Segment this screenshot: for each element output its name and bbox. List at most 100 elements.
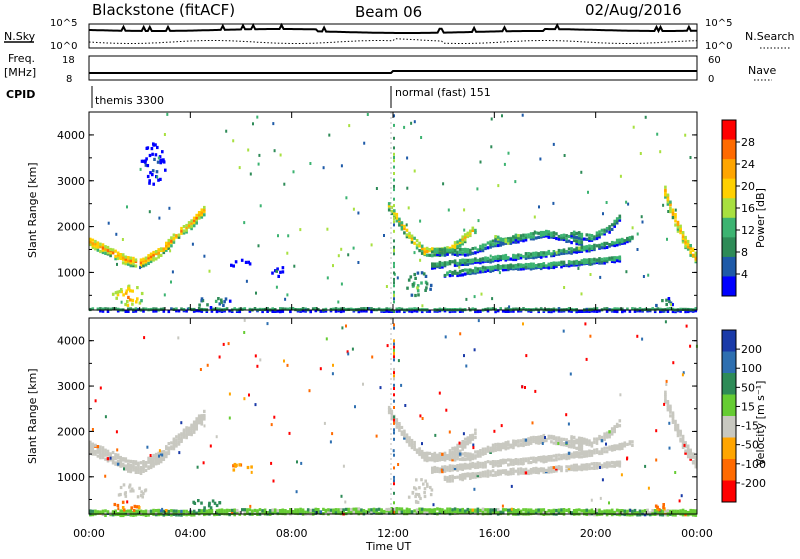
heatmap-cell	[127, 284, 131, 288]
heatmap-cell	[686, 513, 690, 517]
heatmap-cell	[572, 232, 576, 236]
nave-label: Nave	[748, 64, 776, 77]
heatmap-cell	[552, 231, 556, 235]
heatmap-cell	[281, 508, 285, 512]
heatmap-cell	[180, 231, 183, 235]
heatmap-cell	[431, 510, 434, 514]
heatmap-cell	[159, 457, 163, 461]
heatmap-cell	[474, 271, 477, 275]
heatmap-cell	[111, 461, 115, 465]
heatmap-cell	[539, 235, 543, 239]
heatmap-cell	[529, 254, 533, 258]
heatmap-cell	[416, 286, 419, 290]
heatmap-cell	[522, 267, 525, 271]
heatmap-cell	[491, 268, 495, 273]
heatmap-cell	[681, 440, 685, 444]
heatmap-cell	[638, 509, 642, 513]
heatmap-cell	[610, 227, 614, 231]
heatmap-cell	[653, 309, 657, 314]
heatmap-cell	[248, 307, 252, 311]
heatmap-cell	[486, 474, 490, 478]
heatmap-noise	[668, 421, 671, 425]
heatmap-cell	[507, 443, 510, 447]
heatmap-cell	[463, 238, 467, 242]
heatmap-cell	[271, 309, 274, 313]
heatmap-cell	[215, 503, 219, 508]
freq-tick-bottom: 8	[66, 74, 72, 85]
heatmap-noise	[393, 387, 395, 390]
heatmap-cell	[545, 229, 548, 233]
heatmap-cell	[94, 247, 97, 251]
heatmap-cell	[671, 212, 675, 216]
heatmap-cell	[458, 273, 462, 277]
heatmap-noise	[619, 393, 622, 397]
heatmap-cell	[182, 430, 186, 434]
heatmap-cell	[436, 466, 439, 470]
heatmap-noise	[393, 165, 395, 169]
heatmap-cell	[461, 447, 464, 451]
heatmap-noise	[99, 386, 102, 390]
heatmap-cell	[552, 435, 556, 439]
heatmap-cell	[306, 508, 310, 512]
heatmap-cell	[127, 286, 130, 290]
heatmap-cell	[443, 248, 447, 252]
heatmap-cell	[471, 511, 475, 515]
heatmap-cell	[453, 250, 457, 254]
heatmap-cell	[598, 230, 601, 234]
heatmap-cell	[418, 244, 421, 248]
heatmap-cell	[422, 482, 425, 486]
heatmap-cell	[387, 202, 391, 206]
heatmap-cell	[598, 233, 601, 237]
heatmap-cell	[271, 271, 274, 275]
heatmap-cell	[471, 475, 475, 479]
heatmap-cell	[339, 309, 343, 314]
heatmap-cell	[448, 464, 452, 468]
heatmap-noise	[393, 281, 395, 285]
colorbar-tick: 15	[741, 400, 755, 413]
heatmap-cell	[410, 438, 414, 443]
heatmap-cell	[583, 258, 586, 262]
heatmap-cell	[238, 510, 242, 514]
heatmap-noise	[115, 430, 118, 434]
heatmap-cell	[671, 210, 675, 214]
heatmap-noise	[393, 355, 395, 359]
heatmap-cell	[377, 511, 381, 515]
heatmap-noise	[472, 443, 475, 447]
x-tick-label: 00:00	[681, 527, 713, 540]
heatmap-cell	[456, 448, 459, 452]
heatmap-noise	[674, 471, 677, 474]
heatmap-cell	[666, 513, 670, 517]
heatmap-cell	[615, 259, 619, 263]
heatmap-cell	[641, 509, 644, 513]
heatmap-cell	[517, 439, 520, 443]
heatmap-cell	[486, 259, 490, 263]
heatmap-cell	[144, 307, 148, 311]
heatmap-cell	[494, 235, 497, 239]
heatmap-noise	[668, 446, 671, 450]
heatmap-cell	[446, 479, 449, 483]
heatmap-noise	[252, 122, 254, 126]
heatmap-cell	[598, 235, 601, 239]
heatmap-cell	[580, 443, 584, 447]
heatmap-noise	[538, 205, 540, 209]
heatmap-cell	[689, 250, 692, 255]
heatmap-noise	[266, 322, 269, 326]
heatmap-noise	[490, 117, 493, 121]
heatmap-cell	[674, 215, 677, 219]
heatmap-cell	[517, 307, 520, 311]
heatmap-noise	[348, 124, 351, 128]
heatmap-cell	[393, 507, 396, 511]
heatmap-cell	[423, 249, 426, 253]
heatmap-cell	[489, 269, 492, 273]
heatmap-cell	[132, 256, 135, 260]
heatmap-cell	[524, 467, 528, 471]
heatmap-noise	[393, 197, 395, 201]
heatmap-cell	[453, 451, 457, 456]
heatmap-cell	[246, 510, 249, 514]
heatmap-cell	[154, 509, 158, 513]
heatmap-cell	[241, 508, 244, 512]
heatmap-noise	[393, 249, 395, 252]
heatmap-cell	[198, 303, 201, 307]
heatmap-cell	[577, 246, 581, 250]
heatmap-cell	[157, 511, 160, 515]
